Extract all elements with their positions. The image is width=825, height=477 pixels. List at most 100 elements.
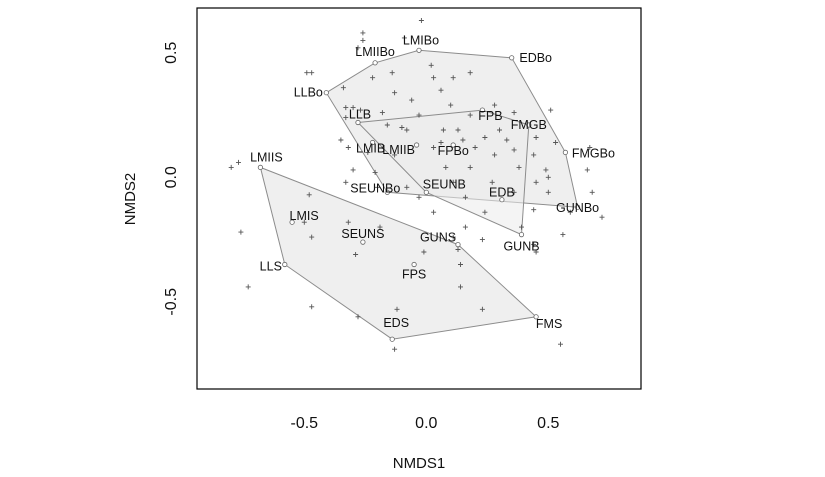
species-point-3	[360, 37, 366, 43]
species-point-24	[379, 110, 385, 116]
species-point-61	[450, 179, 456, 185]
species-point-4	[355, 45, 361, 51]
species-point-52	[236, 159, 241, 165]
species-point-29	[399, 125, 405, 130]
site-label-seuns: SEUNS	[341, 227, 384, 241]
hull-layer	[259, 49, 579, 340]
site-label-fpbo: FPBo	[438, 144, 469, 158]
site-label-fms: FMS	[536, 317, 562, 331]
species-point-14	[340, 85, 346, 91]
site-point-guns	[455, 242, 461, 248]
species-point-11	[450, 75, 456, 81]
species-point-32	[455, 127, 461, 133]
species-point-19	[350, 105, 356, 111]
site-label-gunb: GUNB	[503, 240, 539, 254]
site-point-seuns	[360, 239, 366, 245]
species-point-55	[443, 164, 449, 170]
y-tick-label: 0.0	[163, 166, 180, 188]
species-point-94	[245, 284, 251, 290]
species-point-68	[462, 194, 468, 200]
species-point-40	[504, 137, 510, 143]
site-point-lmis	[289, 219, 295, 225]
species-point-39	[460, 137, 466, 143]
site-point-llbo	[323, 90, 329, 96]
group-hull-3	[259, 166, 538, 340]
species-point-5	[401, 35, 407, 41]
site-label-lmiib: LMIIB	[382, 143, 415, 157]
species-point-98	[355, 314, 361, 320]
species-point-28	[384, 122, 390, 128]
site-point-fpb	[479, 107, 485, 113]
site-point-gunb	[518, 232, 525, 238]
species-point-79	[345, 219, 351, 225]
species-point-78	[301, 219, 307, 225]
site-point-lmiibo	[372, 60, 378, 66]
site-label-llbo: LLBo	[294, 86, 323, 100]
species-point-42	[587, 145, 593, 150]
species-point-86	[479, 237, 485, 243]
species-point-72	[306, 192, 312, 198]
site-point-fmgb	[526, 122, 532, 128]
axes-layer: NMDS1 NMDS2 -0.5 0.0 0.5 -0.5 0.0 0.5	[122, 42, 560, 472]
species-point-16	[409, 97, 415, 103]
species-point-2	[360, 30, 366, 36]
species-point-65	[375, 184, 380, 190]
site-label-lmiibo: LMIIBo	[355, 45, 395, 59]
site-point-fms	[533, 314, 539, 320]
site-label-llb: LLB	[349, 108, 371, 122]
species-point-58	[543, 167, 549, 173]
site-label-fps: FPS	[402, 268, 426, 282]
species-point-83	[238, 229, 244, 235]
species-point-17	[438, 87, 444, 93]
species-point-90	[421, 249, 427, 255]
species-point-50	[531, 152, 537, 158]
site-label-lmibo: LMIBo	[403, 33, 439, 47]
species-point-101	[558, 341, 563, 347]
site-label-fpb: FPB	[478, 109, 502, 123]
site-point-lmibo	[416, 47, 422, 53]
site-points-layer	[257, 47, 581, 342]
species-point-37	[338, 137, 344, 143]
species-point-66	[404, 184, 410, 190]
species-point-82	[519, 224, 524, 230]
species-point-10	[431, 75, 437, 81]
species-point-70	[545, 189, 551, 195]
species-point-87	[531, 242, 537, 248]
x-tick-label: 0.5	[537, 415, 559, 432]
species-point-43	[345, 145, 351, 150]
site-label-fmgb: FMGB	[511, 118, 547, 132]
species-point-76	[567, 209, 573, 215]
species-point-27	[511, 110, 517, 116]
species-point-33	[497, 127, 502, 133]
species-point-73	[431, 209, 437, 215]
species-point-88	[560, 232, 566, 238]
species-point-97	[479, 306, 485, 312]
species-point-7	[309, 70, 315, 76]
species-point-63	[533, 179, 539, 185]
species-point-93	[533, 249, 539, 255]
species-point-12	[370, 75, 376, 81]
species-point-47	[365, 149, 371, 155]
species-point-71	[589, 189, 595, 195]
site-label-fmgbo: FMGBo	[572, 146, 615, 160]
species-point-21	[492, 102, 498, 108]
species-point-18	[343, 105, 349, 111]
species-point-62	[489, 179, 495, 185]
species-point-41	[553, 140, 559, 145]
species-point-59	[584, 167, 590, 173]
plot-frame	[196, 7, 642, 390]
species-point-26	[467, 112, 473, 118]
species-point-46	[511, 147, 517, 153]
species-point-74	[482, 209, 488, 215]
species-point-22	[343, 115, 349, 121]
site-point-eds	[389, 336, 395, 342]
species-point-23	[358, 107, 363, 113]
species-point-53	[350, 167, 356, 173]
species-point-92	[458, 262, 463, 267]
site-label-gunbo: GUNBo	[556, 201, 599, 215]
species-point-1	[418, 18, 424, 23]
site-label-seunb: SEUNB	[423, 177, 466, 191]
site-label-eds: EDS	[383, 316, 409, 330]
